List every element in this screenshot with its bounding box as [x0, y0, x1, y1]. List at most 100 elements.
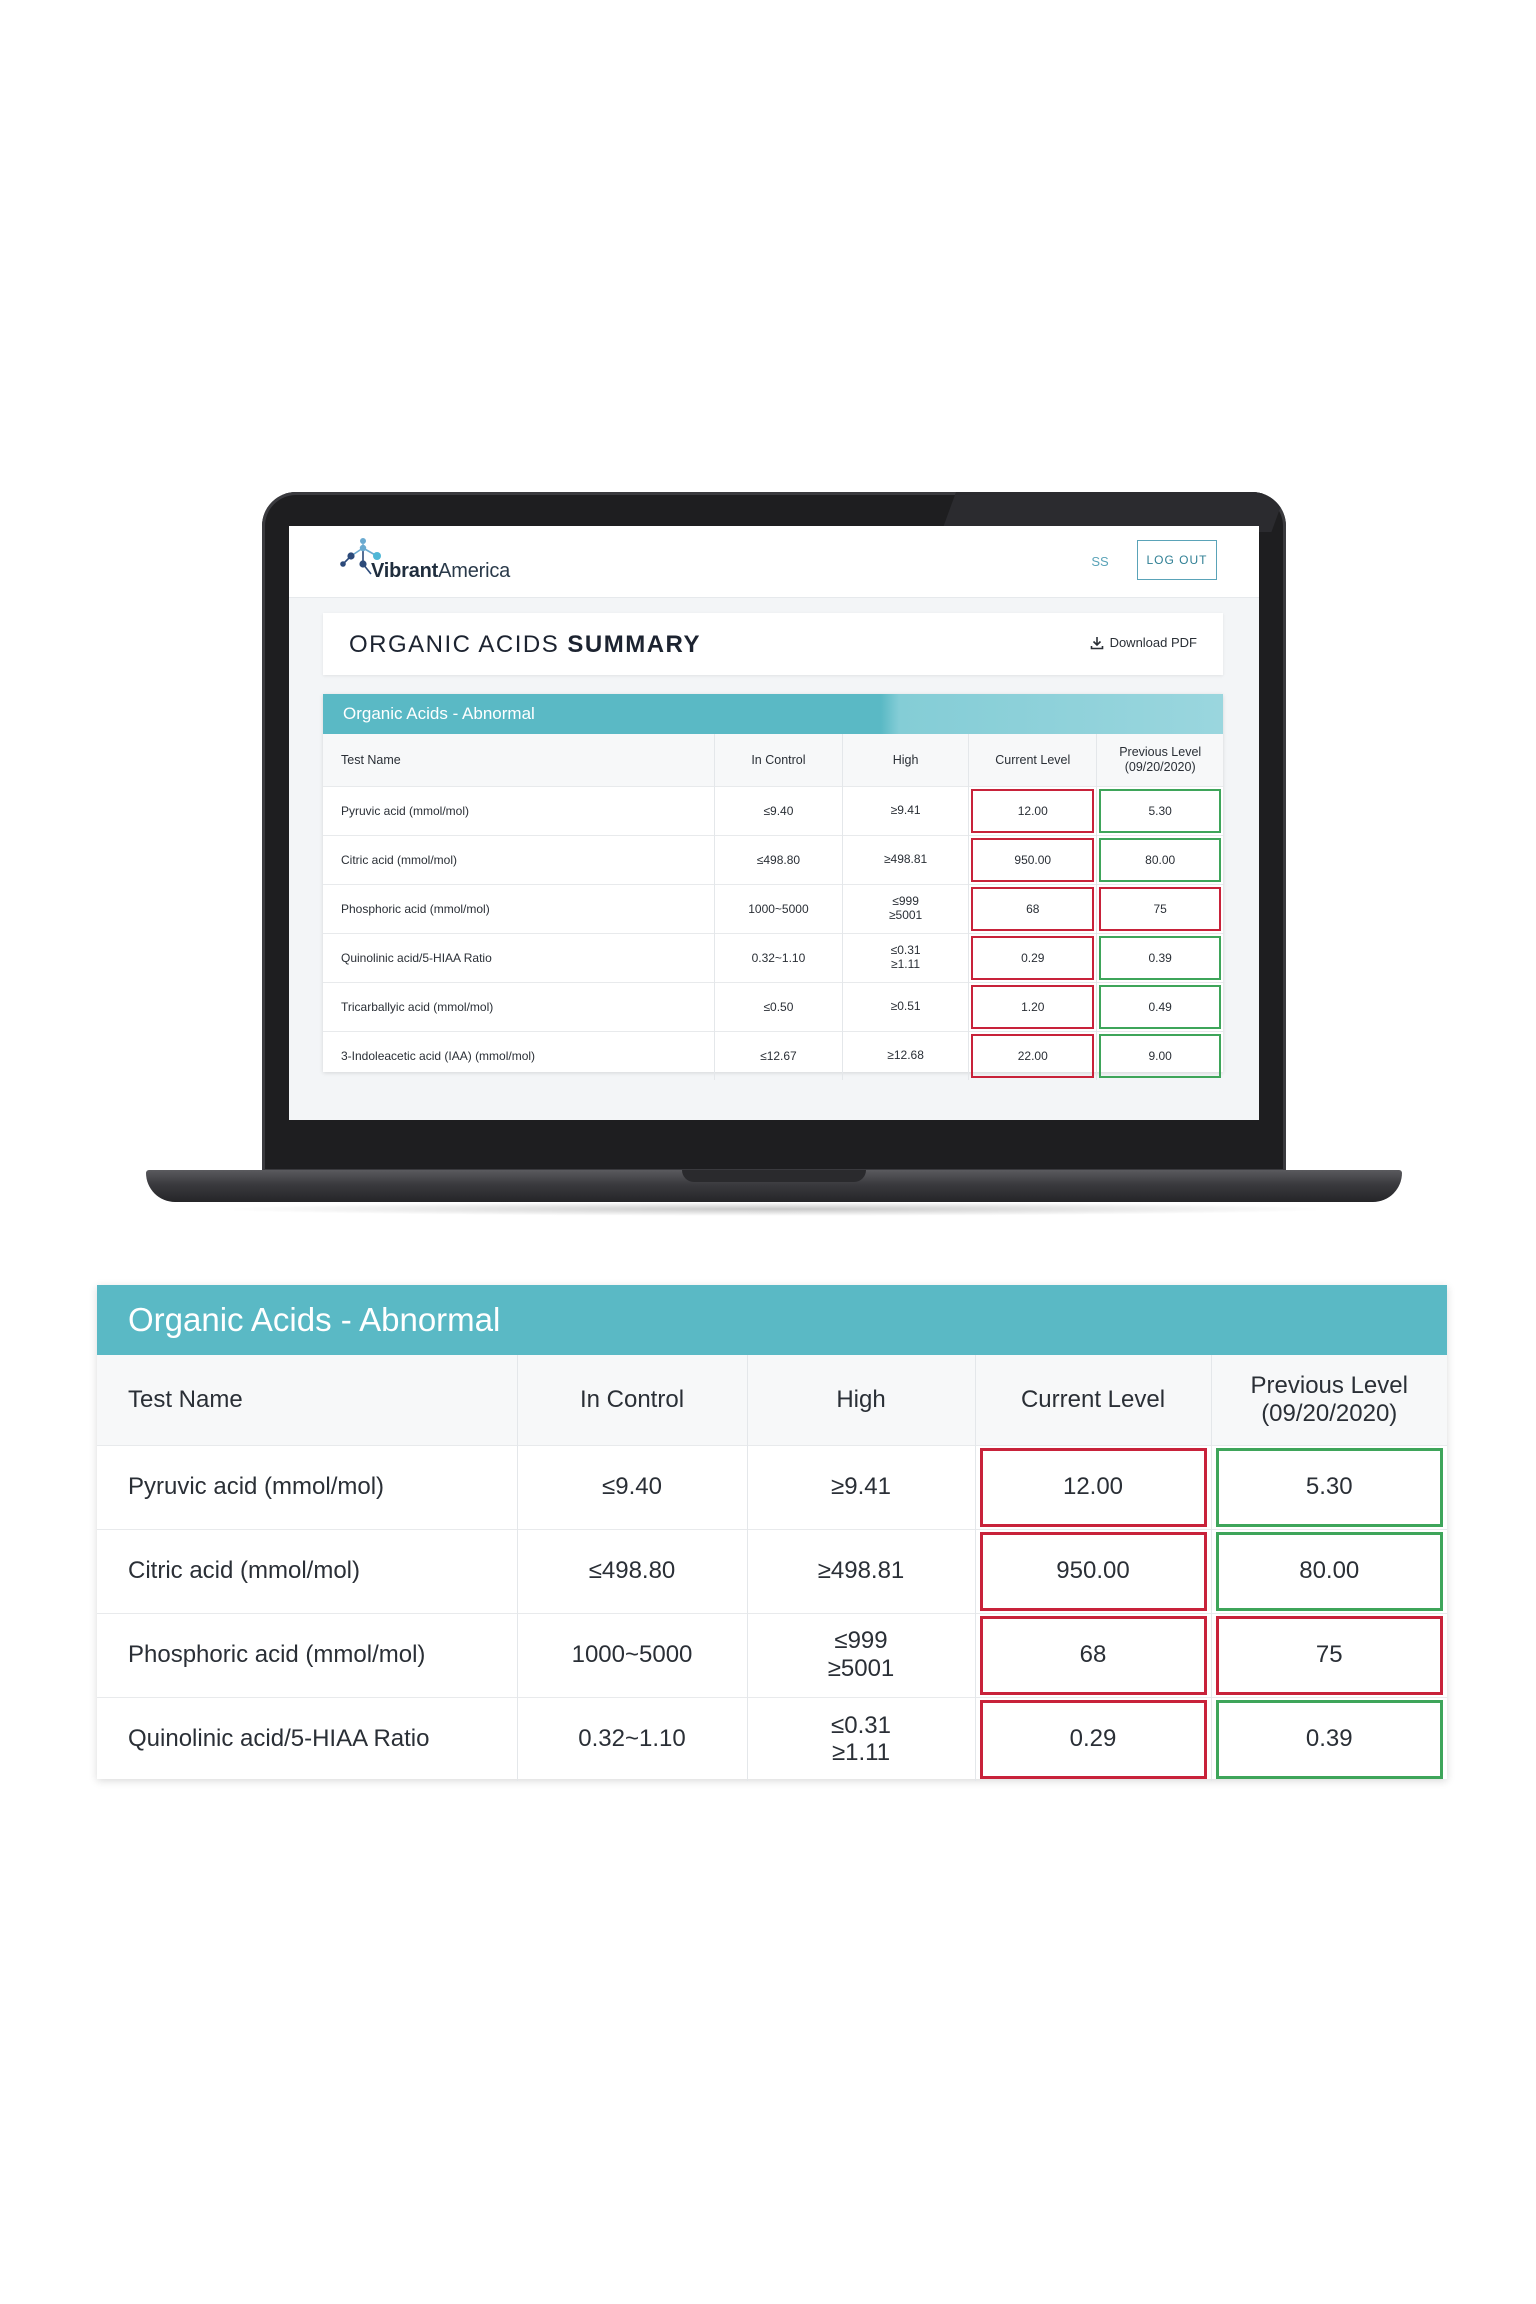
table-row: Phosphoric acid (mmol/mol) 1000~5000 ≤999 ≥… — [97, 1612, 1447, 1697]
current-level-cell: 0.29 — [968, 932, 1097, 982]
table-row: 3-Indoleacetic acid (IAA) (mmol/mol) ≤12.… — [323, 1030, 1223, 1080]
laptop-screen: VibrantAmerica SS LOG OUT ORGANIC ACIDS … — [289, 526, 1259, 1120]
current-level-cell: 68 — [968, 883, 1097, 933]
current-level-value: 22.00 — [971, 1033, 1095, 1078]
panel-title: Organic Acids - Abnormal — [323, 694, 1223, 734]
table-row: Pyruvic acid (mmol/mol) ≤9.40 ≥9.41 12.00 5.… — [323, 785, 1223, 835]
previous-level-cell: 5.30 — [1210, 1444, 1447, 1529]
app-logo-text[interactable]: VibrantAmerica — [371, 560, 511, 582]
current-level-value: 950.00 — [979, 1531, 1207, 1611]
previous-level-cell: 0.39 — [1210, 1696, 1447, 1781]
abnormal-table-small: Test Name In Control High Current Level … — [323, 734, 1223, 1080]
report-body: ORGANIC ACIDS SUMMARY Download PDF Organ… — [289, 598, 1259, 1120]
in-control-cell: ≤9.40 — [713, 785, 843, 835]
current-level-value: 950.00 — [971, 837, 1095, 882]
current-level-cell: 12.00 — [968, 785, 1097, 835]
current-level-value: 0.29 — [971, 935, 1095, 980]
in-control-cell: ≤0.50 — [713, 981, 843, 1031]
in-control-cell: ≤498.80 — [713, 834, 843, 884]
high-cell: ≤0.31 ≥1.11 — [842, 932, 969, 982]
in-control-cell: 0.32~1.10 — [713, 932, 843, 982]
previous-level-cell: 80.00 — [1210, 1528, 1447, 1613]
current-level-value: 0.29 — [979, 1699, 1207, 1779]
download-pdf-label: Download PDF — [1109, 635, 1197, 650]
previous-level-cell: 9.00 — [1096, 1030, 1223, 1080]
high-cell: ≥0.51 — [842, 981, 969, 1031]
laptop-base — [146, 1170, 1402, 1202]
abnormal-panel-small: Organic Acids - Abnormal Test Name In Co… — [323, 694, 1223, 1080]
high-cell: ≤999 ≥5001 — [842, 883, 969, 933]
in-control-cell: ≤498.80 — [516, 1528, 747, 1613]
test-name-cell: Pyruvic acid (mmol/mol) — [97, 1444, 517, 1529]
current-level-value: 12.00 — [979, 1447, 1207, 1527]
col-test-name: Test Name — [323, 734, 715, 786]
user-avatar[interactable]: SS — [1091, 553, 1109, 569]
previous-level-value: 0.49 — [1099, 984, 1221, 1029]
test-name-cell: Quinolinic acid/5-HIAA Ratio — [323, 932, 715, 982]
table-row: Quinolinic acid/5-HIAA Ratio 0.32~1.10 ≤0.… — [323, 932, 1223, 982]
vibrant-america-logo-icon — [340, 538, 381, 575]
col-current-level: Current Level — [974, 1355, 1211, 1445]
test-name-cell: 3-Indoleacetic acid (IAA) (mmol/mol) — [323, 1030, 715, 1080]
table-row: Phosphoric acid (mmol/mol) 1000~5000 ≤999 ≥… — [323, 883, 1223, 933]
in-control-cell: 0.32~1.10 — [516, 1696, 747, 1781]
previous-level-value: 5.30 — [1099, 788, 1221, 833]
high-cell: ≥12.68 — [842, 1030, 969, 1080]
current-level-cell: 1.20 — [968, 981, 1097, 1031]
test-name-cell: Pyruvic acid (mmol/mol) — [323, 785, 715, 835]
previous-level-value: 5.30 — [1215, 1447, 1443, 1527]
previous-level-value: 75 — [1215, 1615, 1443, 1695]
summary-header: ORGANIC ACIDS SUMMARY Download PDF — [323, 613, 1223, 675]
laptop-base-notch — [682, 1170, 866, 1182]
test-name-cell: Citric acid (mmol/mol) — [97, 1528, 517, 1613]
previous-level-value: 80.00 — [1215, 1531, 1443, 1611]
current-level-value: 68 — [979, 1615, 1207, 1695]
download-pdf-button[interactable]: Download PDF — [1090, 635, 1197, 650]
previous-level-value: 80.00 — [1099, 837, 1221, 882]
table-row: Quinolinic acid/5-HIAA Ratio 0.32~1.10 ≤0.… — [97, 1696, 1447, 1781]
col-test-name: Test Name — [97, 1355, 517, 1445]
laptop-shadow — [210, 1202, 1340, 1216]
table-row: Citric acid (mmol/mol) ≤498.80 ≥498.81 950.… — [97, 1528, 1447, 1613]
previous-level-cell: 75 — [1210, 1612, 1447, 1697]
current-level-cell: 950.00 — [968, 834, 1097, 884]
high-cell: ≥9.41 — [746, 1444, 975, 1529]
previous-level-value: 9.00 — [1099, 1033, 1221, 1078]
in-control-cell: ≤9.40 — [516, 1444, 747, 1529]
table-row: Citric acid (mmol/mol) ≤498.80 ≥498.81 950.… — [323, 834, 1223, 884]
col-high: High — [842, 734, 969, 786]
test-name-cell: Phosphoric acid (mmol/mol) — [97, 1612, 517, 1697]
high-cell: ≤999 ≥5001 — [746, 1612, 975, 1697]
table-row: Tricarballyic acid (mmol/mol) ≤0.50 ≥0.51 1… — [323, 981, 1223, 1031]
col-in-control: In Control — [516, 1355, 747, 1445]
current-level-value: 1.20 — [971, 984, 1095, 1029]
page-title: ORGANIC ACIDS SUMMARY — [349, 631, 701, 658]
col-high: High — [746, 1355, 975, 1445]
previous-level-cell: 5.30 — [1096, 785, 1223, 835]
previous-level-cell: 0.49 — [1096, 981, 1223, 1031]
previous-level-value: 0.39 — [1215, 1699, 1443, 1779]
high-cell: ≥498.81 — [746, 1528, 975, 1613]
previous-level-value: 75 — [1099, 886, 1221, 931]
test-name-cell: Phosphoric acid (mmol/mol) — [323, 883, 715, 933]
abnormal-table-zoomed: Test Name In Control High Current Level … — [97, 1355, 1447, 1781]
current-level-cell: 0.29 — [974, 1696, 1211, 1781]
current-level-cell: 950.00 — [974, 1528, 1211, 1613]
previous-level-cell: 80.00 — [1096, 834, 1223, 884]
current-level-cell: 22.00 — [968, 1030, 1097, 1080]
in-control-cell: 1000~5000 — [713, 883, 843, 933]
download-icon — [1090, 636, 1103, 649]
current-level-cell: 12.00 — [974, 1444, 1211, 1529]
high-cell: ≤0.31 ≥1.11 — [746, 1696, 975, 1781]
previous-level-cell: 0.39 — [1096, 932, 1223, 982]
col-current-level: Current Level — [968, 734, 1097, 786]
app-header: VibrantAmerica SS LOG OUT — [289, 526, 1259, 598]
current-level-cell: 68 — [974, 1612, 1211, 1697]
high-cell: ≥498.81 — [842, 834, 969, 884]
col-previous-level: Previous Level (09/20/2020) — [1210, 1355, 1447, 1445]
in-control-cell: 1000~5000 — [516, 1612, 747, 1697]
current-level-value: 68 — [971, 886, 1095, 931]
logout-button[interactable]: LOG OUT — [1137, 540, 1217, 580]
col-in-control: In Control — [713, 734, 843, 786]
abnormal-panel-zoomed: Organic Acids - Abnormal Test Name In Co… — [97, 1285, 1447, 1781]
